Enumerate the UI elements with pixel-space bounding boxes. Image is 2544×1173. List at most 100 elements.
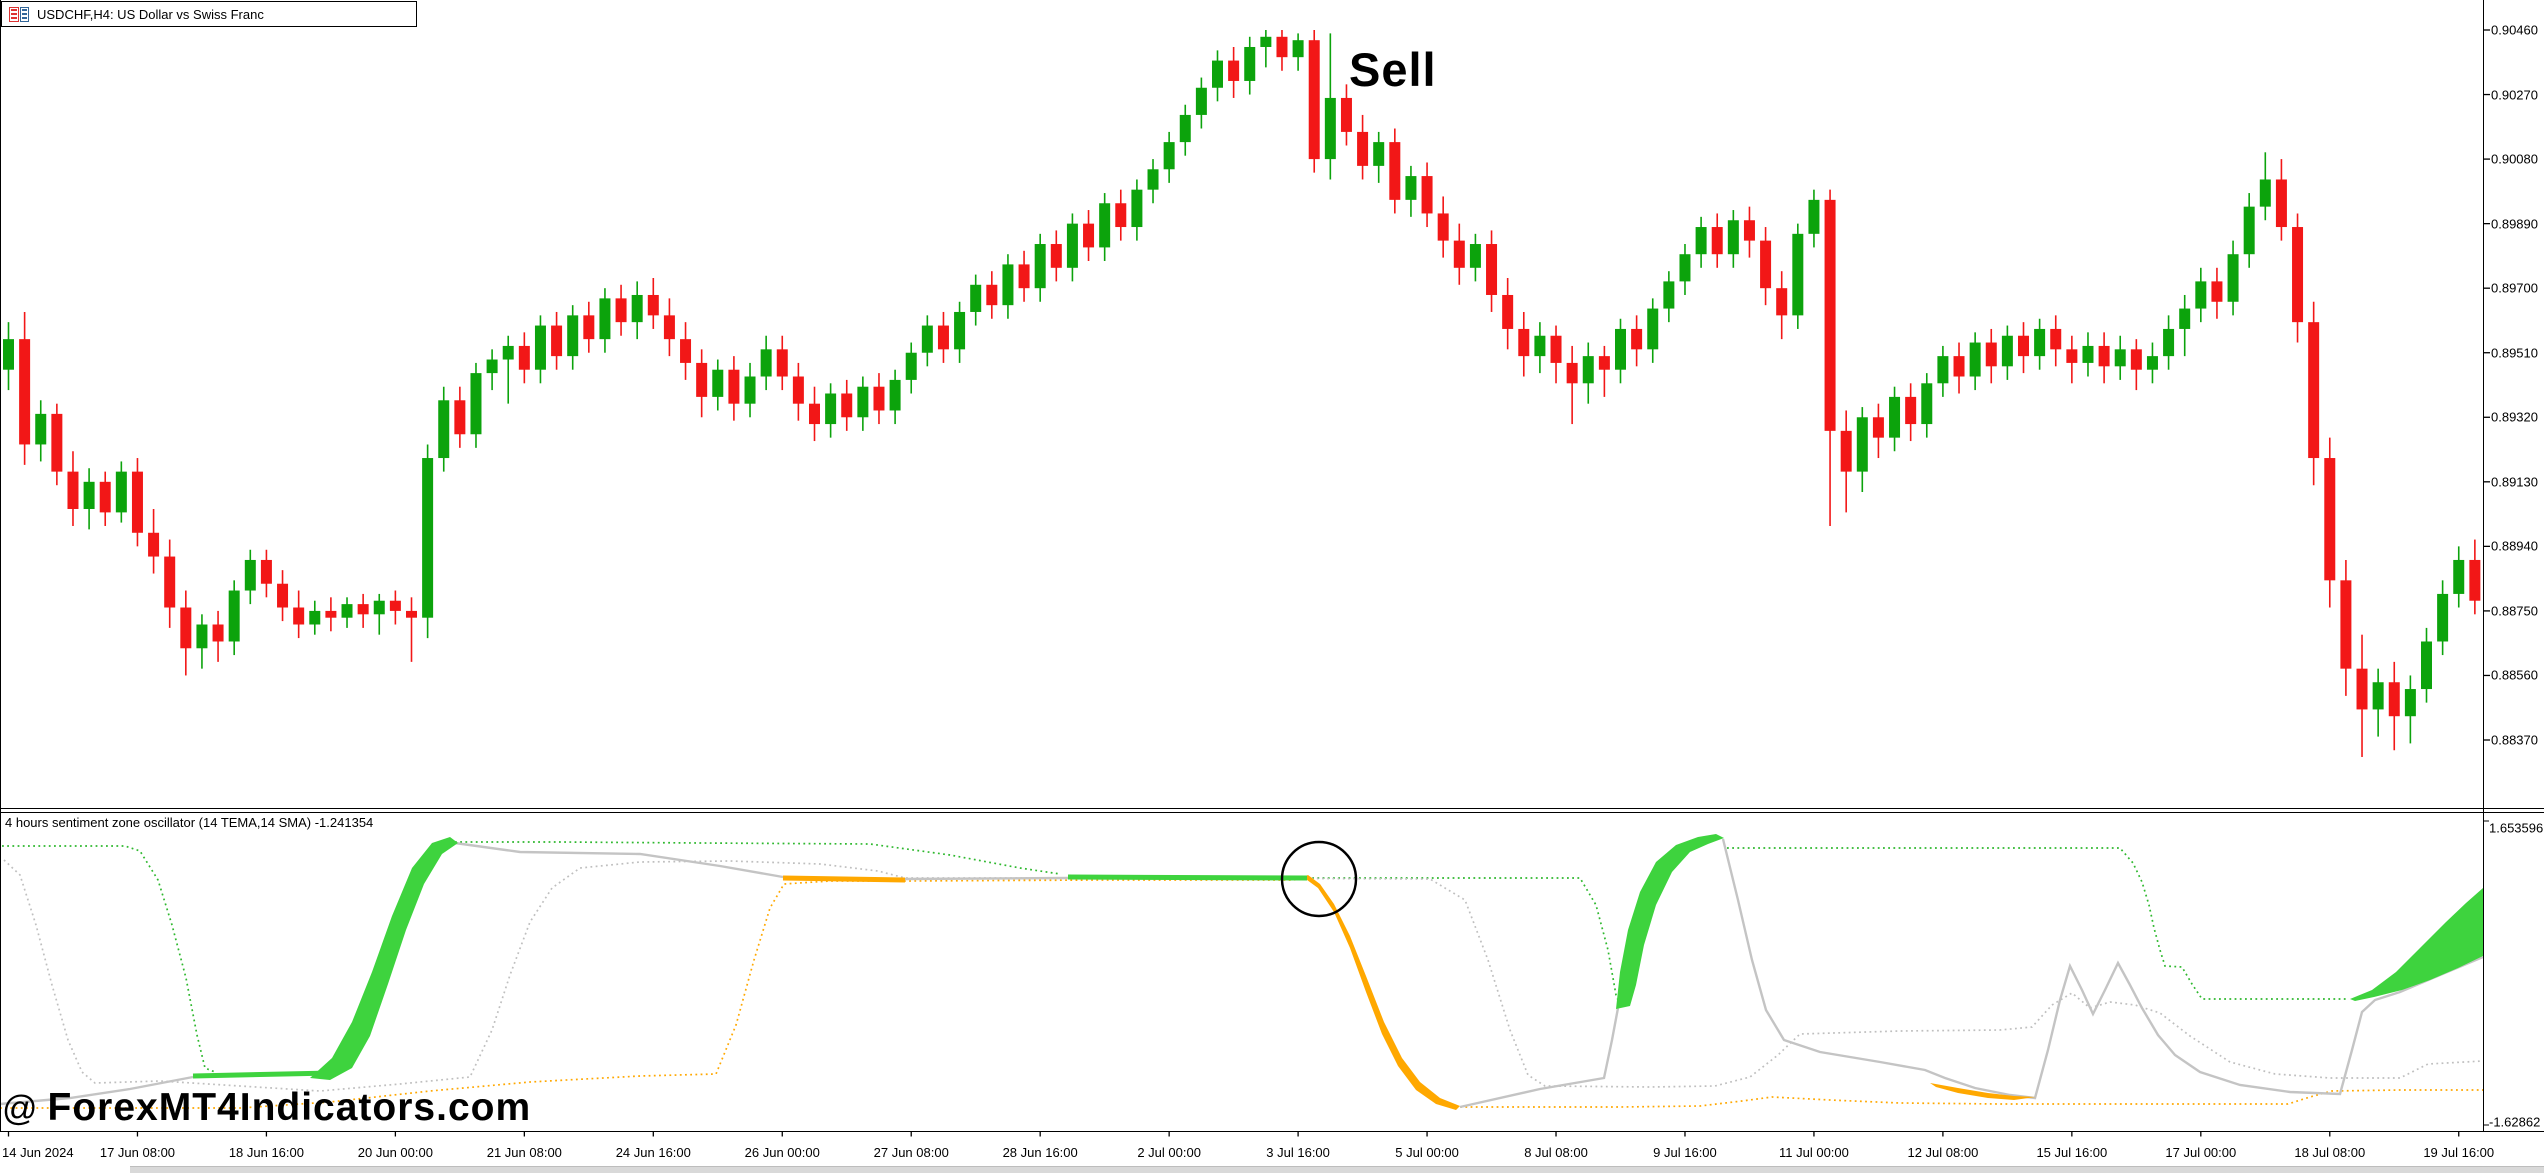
candle bbox=[180, 607, 192, 649]
candle bbox=[1244, 46, 1256, 81]
candle bbox=[1034, 244, 1046, 289]
price-tick-label: 0.88940 bbox=[2491, 538, 2538, 554]
candle bbox=[2034, 328, 2046, 357]
candle bbox=[1550, 335, 1562, 363]
horizontal-scrollbar[interactable] bbox=[130, 1166, 2544, 1173]
chart-title-box: USDCHF,H4: US Dollar vs Swiss Franc bbox=[1, 1, 417, 27]
candle bbox=[776, 349, 788, 377]
candle bbox=[2469, 559, 2481, 601]
candle bbox=[1840, 430, 1852, 472]
candle bbox=[325, 610, 337, 618]
candle bbox=[954, 311, 966, 350]
candle bbox=[1582, 356, 1594, 384]
indicator-max-label: 1.653596 bbox=[2489, 820, 2544, 836]
candle bbox=[1631, 328, 1643, 350]
candle bbox=[696, 362, 708, 397]
time-tick-label: 14 Jun 2024 bbox=[2, 1145, 74, 1160]
candle bbox=[1453, 240, 1465, 268]
candle bbox=[809, 403, 820, 425]
candle bbox=[454, 400, 466, 435]
candle bbox=[937, 325, 949, 350]
candle bbox=[2018, 335, 2029, 357]
candle bbox=[986, 284, 998, 306]
candle bbox=[2001, 335, 2013, 367]
candle bbox=[647, 294, 659, 316]
candle bbox=[1163, 142, 1175, 170]
candle bbox=[1050, 244, 1062, 268]
price-tick-label: 0.90080 bbox=[2491, 151, 2538, 167]
candle bbox=[1502, 294, 1514, 329]
candle bbox=[83, 481, 95, 509]
candle bbox=[1340, 97, 1352, 132]
time-tick-label: 12 Jul 08:00 bbox=[1907, 1145, 1979, 1160]
candle bbox=[2114, 349, 2126, 367]
time-tick-label: 18 Jul 08:00 bbox=[2294, 1145, 2366, 1160]
candle bbox=[1889, 396, 1901, 438]
candle bbox=[2388, 682, 2400, 717]
time-tick-label: 19 Jul 16:00 bbox=[2423, 1145, 2495, 1160]
candle bbox=[1615, 328, 1626, 370]
candle bbox=[2211, 281, 2223, 302]
candle bbox=[373, 600, 385, 615]
candle bbox=[1389, 142, 1401, 200]
candle bbox=[567, 315, 579, 357]
candle bbox=[2324, 458, 2336, 581]
candle bbox=[1695, 227, 1707, 255]
candle bbox=[1357, 131, 1369, 166]
price-tick-label: 0.88750 bbox=[2491, 603, 2538, 619]
circle-annotation bbox=[1280, 840, 1358, 918]
candle bbox=[1083, 223, 1095, 248]
chart-icon bbox=[9, 6, 29, 22]
candle bbox=[212, 624, 224, 642]
candle bbox=[712, 369, 724, 397]
candle bbox=[970, 284, 982, 312]
time-tick-label: 3 Jul 16:00 bbox=[1266, 1145, 1330, 1160]
candle bbox=[1260, 36, 1272, 47]
candle bbox=[1324, 97, 1336, 160]
price-tick-label: 0.88370 bbox=[2491, 732, 2538, 748]
candle bbox=[1066, 223, 1078, 268]
candle bbox=[131, 471, 143, 533]
candle bbox=[1228, 60, 1240, 81]
candle bbox=[905, 352, 917, 380]
candle bbox=[164, 556, 176, 608]
candle bbox=[825, 393, 837, 425]
candle bbox=[1921, 383, 1933, 425]
candle bbox=[1373, 142, 1385, 166]
candle bbox=[1647, 308, 1659, 350]
candle bbox=[486, 359, 498, 374]
candle bbox=[67, 471, 79, 509]
candle bbox=[599, 298, 611, 340]
candle bbox=[2356, 668, 2368, 710]
candle bbox=[1018, 264, 1030, 289]
candle bbox=[1276, 36, 1288, 58]
price-tick-label: 0.89890 bbox=[2491, 216, 2538, 232]
candle bbox=[2372, 682, 2384, 710]
candle bbox=[744, 376, 756, 404]
price-tick-label: 0.90460 bbox=[2491, 22, 2538, 38]
candle bbox=[663, 315, 675, 340]
candle bbox=[534, 325, 546, 370]
time-tick-label: 5 Jul 00:00 bbox=[1395, 1145, 1459, 1160]
candle bbox=[2050, 328, 2062, 350]
candle bbox=[857, 386, 869, 418]
candle bbox=[2453, 559, 2465, 594]
candle bbox=[631, 294, 643, 323]
price-tick-label: 0.90270 bbox=[2491, 87, 2538, 103]
price-tick-label: 0.89510 bbox=[2491, 345, 2538, 361]
indicator-title: 4 hours sentiment zone oscillator (14 TE… bbox=[5, 815, 374, 830]
candle bbox=[1743, 220, 1755, 241]
candle bbox=[99, 481, 111, 513]
candle bbox=[1856, 417, 1868, 472]
candle bbox=[889, 379, 901, 411]
candle bbox=[2066, 349, 2078, 363]
candle bbox=[1212, 60, 1223, 88]
candle bbox=[680, 339, 692, 363]
candle bbox=[518, 345, 530, 370]
candle bbox=[1292, 40, 1304, 58]
time-tick-label: 24 Jun 16:00 bbox=[615, 1145, 691, 1160]
candle bbox=[228, 590, 240, 642]
candle bbox=[293, 607, 305, 625]
candle bbox=[2292, 227, 2304, 323]
